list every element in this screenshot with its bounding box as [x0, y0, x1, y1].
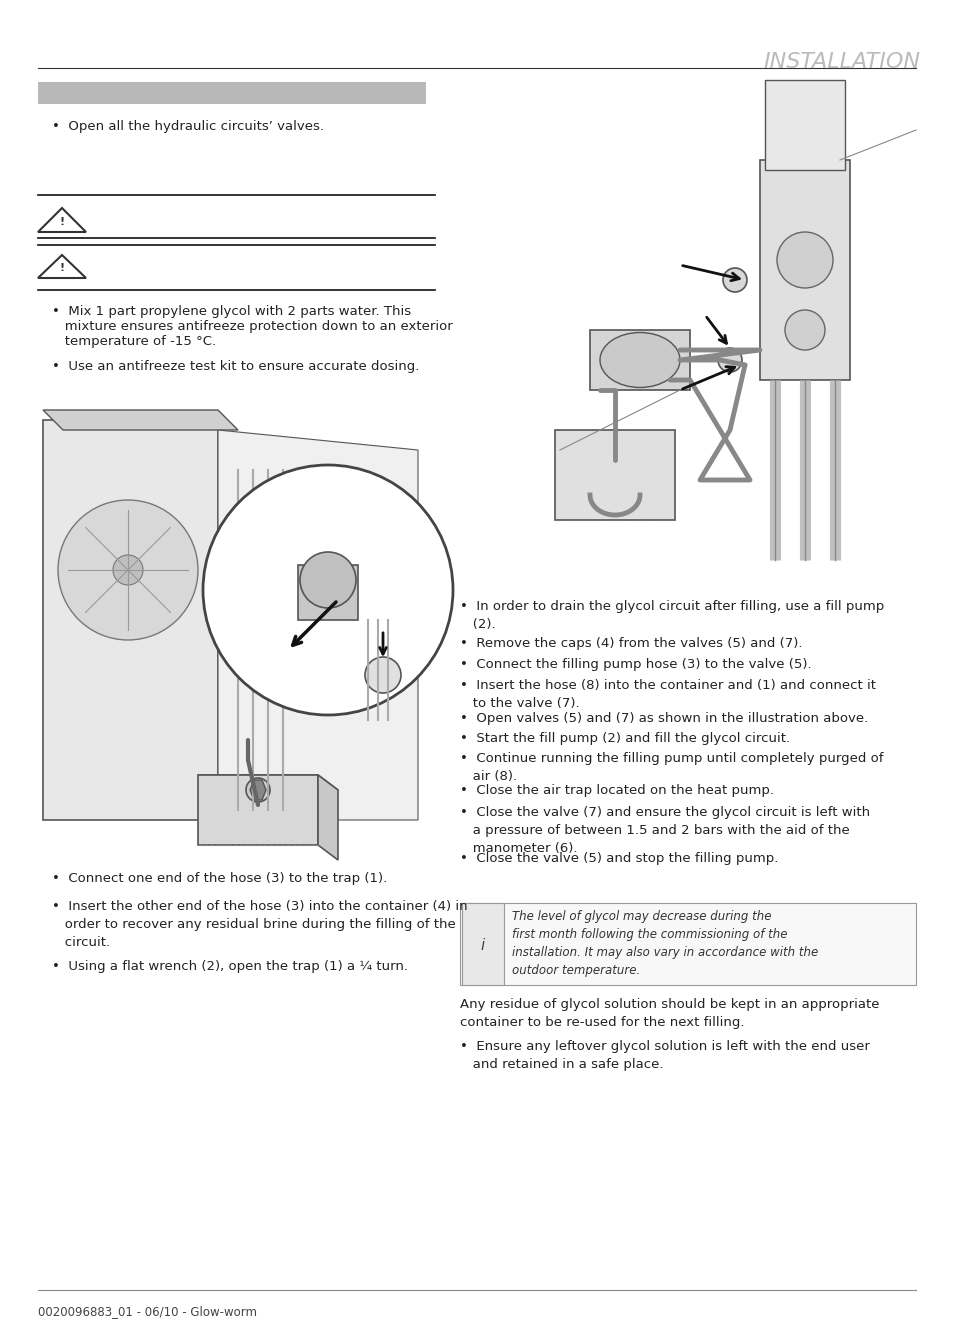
- Bar: [297, 565, 357, 619]
- Polygon shape: [198, 775, 317, 844]
- Text: Any residue of glycol solution should be kept in an appropriate
container to be : Any residue of glycol solution should be…: [459, 998, 879, 1030]
- Text: •  Start the fill pump (2) and fill the glycol circuit.: • Start the fill pump (2) and fill the g…: [459, 733, 789, 745]
- Bar: [459, 903, 915, 984]
- Text: !: !: [59, 217, 65, 226]
- Text: •  Close the valve (7) and ensure the glycol circuit is left with
   a pressure : • Close the valve (7) and ensure the gly…: [459, 806, 869, 855]
- Text: •  Using a flat wrench (2), open the trap (1) a ¼ turn.: • Using a flat wrench (2), open the trap…: [52, 960, 408, 972]
- Circle shape: [112, 555, 143, 585]
- Text: The level of glycol may decrease during the
first month following the commission: The level of glycol may decrease during …: [512, 910, 818, 976]
- Bar: [461, 903, 503, 984]
- Text: •  Continue running the filling pump until completely purged of
   air (8).: • Continue running the filling pump unti…: [459, 753, 882, 783]
- Text: •  Ensure any leftover glycol solution is left with the end user
   and retained: • Ensure any leftover glycol solution is…: [459, 1040, 869, 1071]
- Circle shape: [246, 778, 270, 802]
- Text: 0020096883_01 - 06/10 - Glow-worm: 0020096883_01 - 06/10 - Glow-worm: [38, 1305, 256, 1317]
- Text: !: !: [59, 262, 65, 273]
- Ellipse shape: [599, 333, 679, 388]
- Circle shape: [722, 268, 746, 292]
- Text: INSTALLATION: INSTALLATION: [762, 52, 919, 72]
- Polygon shape: [198, 775, 337, 790]
- Bar: [43, 420, 218, 821]
- Circle shape: [58, 500, 198, 639]
- Polygon shape: [589, 330, 689, 390]
- Text: •  Use an antifreeze test kit to ensure accurate dosing.: • Use an antifreeze test kit to ensure a…: [52, 360, 419, 373]
- Text: •  Mix 1 part propylene glycol with 2 parts water. This: • Mix 1 part propylene glycol with 2 par…: [52, 305, 411, 318]
- Polygon shape: [43, 410, 237, 430]
- Polygon shape: [317, 775, 337, 860]
- Text: •  Open all the hydraulic circuits’ valves.: • Open all the hydraulic circuits’ valve…: [52, 120, 324, 133]
- Bar: [764, 80, 844, 170]
- Polygon shape: [250, 781, 266, 801]
- Text: •  Close the valve (5) and stop the filling pump.: • Close the valve (5) and stop the filli…: [459, 852, 778, 864]
- Bar: [38, 390, 433, 840]
- Text: mixture ensures antifreeze protection down to an exterior: mixture ensures antifreeze protection do…: [52, 320, 453, 333]
- Text: •  Insert the other end of the hose (3) into the container (4) in
   order to re: • Insert the other end of the hose (3) i…: [52, 900, 467, 948]
- Text: •  Open valves (5) and (7) as shown in the illustration above.: • Open valves (5) and (7) as shown in th…: [459, 713, 867, 725]
- Polygon shape: [218, 430, 417, 821]
- Text: •  Connect one end of the hose (3) to the trap (1).: • Connect one end of the hose (3) to the…: [52, 872, 387, 884]
- Text: •  Remove the caps (4) from the valves (5) and (7).: • Remove the caps (4) from the valves (5…: [459, 637, 801, 650]
- Text: •  In order to drain the glycol circuit after filling, use a fill pump
   (2).: • In order to drain the glycol circuit a…: [459, 599, 883, 631]
- Circle shape: [299, 551, 355, 607]
- Text: •  Connect the filling pump hose (3) to the valve (5).: • Connect the filling pump hose (3) to t…: [459, 658, 811, 671]
- Bar: [555, 430, 675, 519]
- Circle shape: [203, 465, 453, 715]
- Circle shape: [365, 657, 400, 693]
- Bar: [38, 83, 426, 104]
- Text: temperature of -15 °C.: temperature of -15 °C.: [52, 336, 216, 348]
- Text: •  Close the air trap located on the heat pump.: • Close the air trap located on the heat…: [459, 785, 773, 797]
- Bar: [760, 160, 849, 380]
- Circle shape: [718, 348, 741, 372]
- Text: •  Insert the hose (8) into the container and (1) and connect it
   to the valve: • Insert the hose (8) into the container…: [459, 679, 875, 710]
- Circle shape: [784, 310, 824, 350]
- Circle shape: [776, 232, 832, 288]
- Text: i: i: [480, 938, 485, 952]
